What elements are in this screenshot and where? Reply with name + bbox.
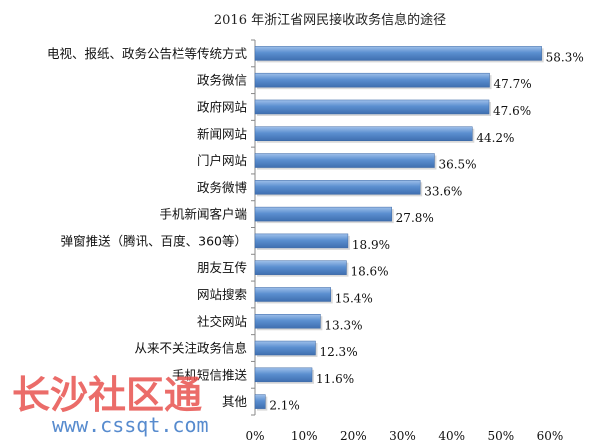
data-label: 47.7% <box>494 77 532 91</box>
watermark: 长沙社区通 www.cssqt.com <box>12 373 209 437</box>
data-label: 15.4% <box>335 291 373 305</box>
category-label: 门户网站 <box>197 153 247 168</box>
watermark-url: www.cssqt.com <box>52 413 209 437</box>
data-label: 2.1% <box>269 399 300 413</box>
data-label: 36.5% <box>438 158 476 172</box>
data-label: 11.6% <box>316 372 354 386</box>
category-label: 新闻网站 <box>197 126 247 141</box>
x-tick-label: 20% <box>340 429 367 443</box>
category-label: 其他 <box>222 394 248 409</box>
data-label: 13.3% <box>324 318 362 332</box>
watermark-text: 长沙社区通 <box>12 373 202 417</box>
bar <box>254 233 349 249</box>
category-label: 政务微博 <box>197 180 248 195</box>
data-label: 58.3% <box>546 50 584 64</box>
category-label: 弹窗推送（腾讯、百度、360等） <box>61 233 247 248</box>
bar <box>254 340 316 356</box>
bar <box>254 153 435 168</box>
bar <box>254 126 473 141</box>
bar <box>254 367 313 383</box>
category-label: 朋友互传 <box>197 260 247 275</box>
category-label: 社交网站 <box>197 314 247 329</box>
category-label: 手机新闻客户端 <box>159 207 247 222</box>
chart-title: 2016 年浙江省网民接收政务信息的途径 <box>214 12 446 28</box>
data-label: 18.6% <box>350 265 388 279</box>
data-label: 18.9% <box>352 238 390 252</box>
category-label: 网站搜索 <box>197 287 247 302</box>
x-tick-label: 10% <box>291 429 318 443</box>
category-label: 手机短信推送 <box>172 367 248 382</box>
x-tick-label: 50% <box>487 429 514 443</box>
category-label: 政府网站 <box>197 99 247 114</box>
x-tick-label: 0% <box>245 429 264 443</box>
bar <box>254 394 266 409</box>
category-label: 政务微信 <box>197 73 247 88</box>
bar <box>254 206 392 222</box>
x-tick-label: 40% <box>438 429 465 443</box>
data-label: 27.8% <box>396 211 434 225</box>
bar <box>254 99 490 115</box>
bar <box>254 260 347 275</box>
bar <box>254 180 421 195</box>
bar <box>254 72 490 88</box>
data-label: 12.3% <box>319 345 357 359</box>
bar <box>254 287 331 302</box>
data-label: 47.6% <box>493 104 531 118</box>
category-label: 电视、报纸、政务公告栏等传统方式 <box>47 46 248 61</box>
bar <box>254 314 321 329</box>
data-label: 33.6% <box>424 184 462 198</box>
bar <box>254 46 542 61</box>
data-label: 44.2% <box>476 131 514 145</box>
category-label: 从来不关注政务信息 <box>134 341 247 356</box>
x-tick-label: 60% <box>537 429 564 443</box>
plot-area: 电视、报纸、政务公告栏等传统方式 58.3% 政务微信 47.7% 政府网站 47.6% 新… <box>47 39 584 443</box>
x-tick-label: 30% <box>389 429 416 443</box>
